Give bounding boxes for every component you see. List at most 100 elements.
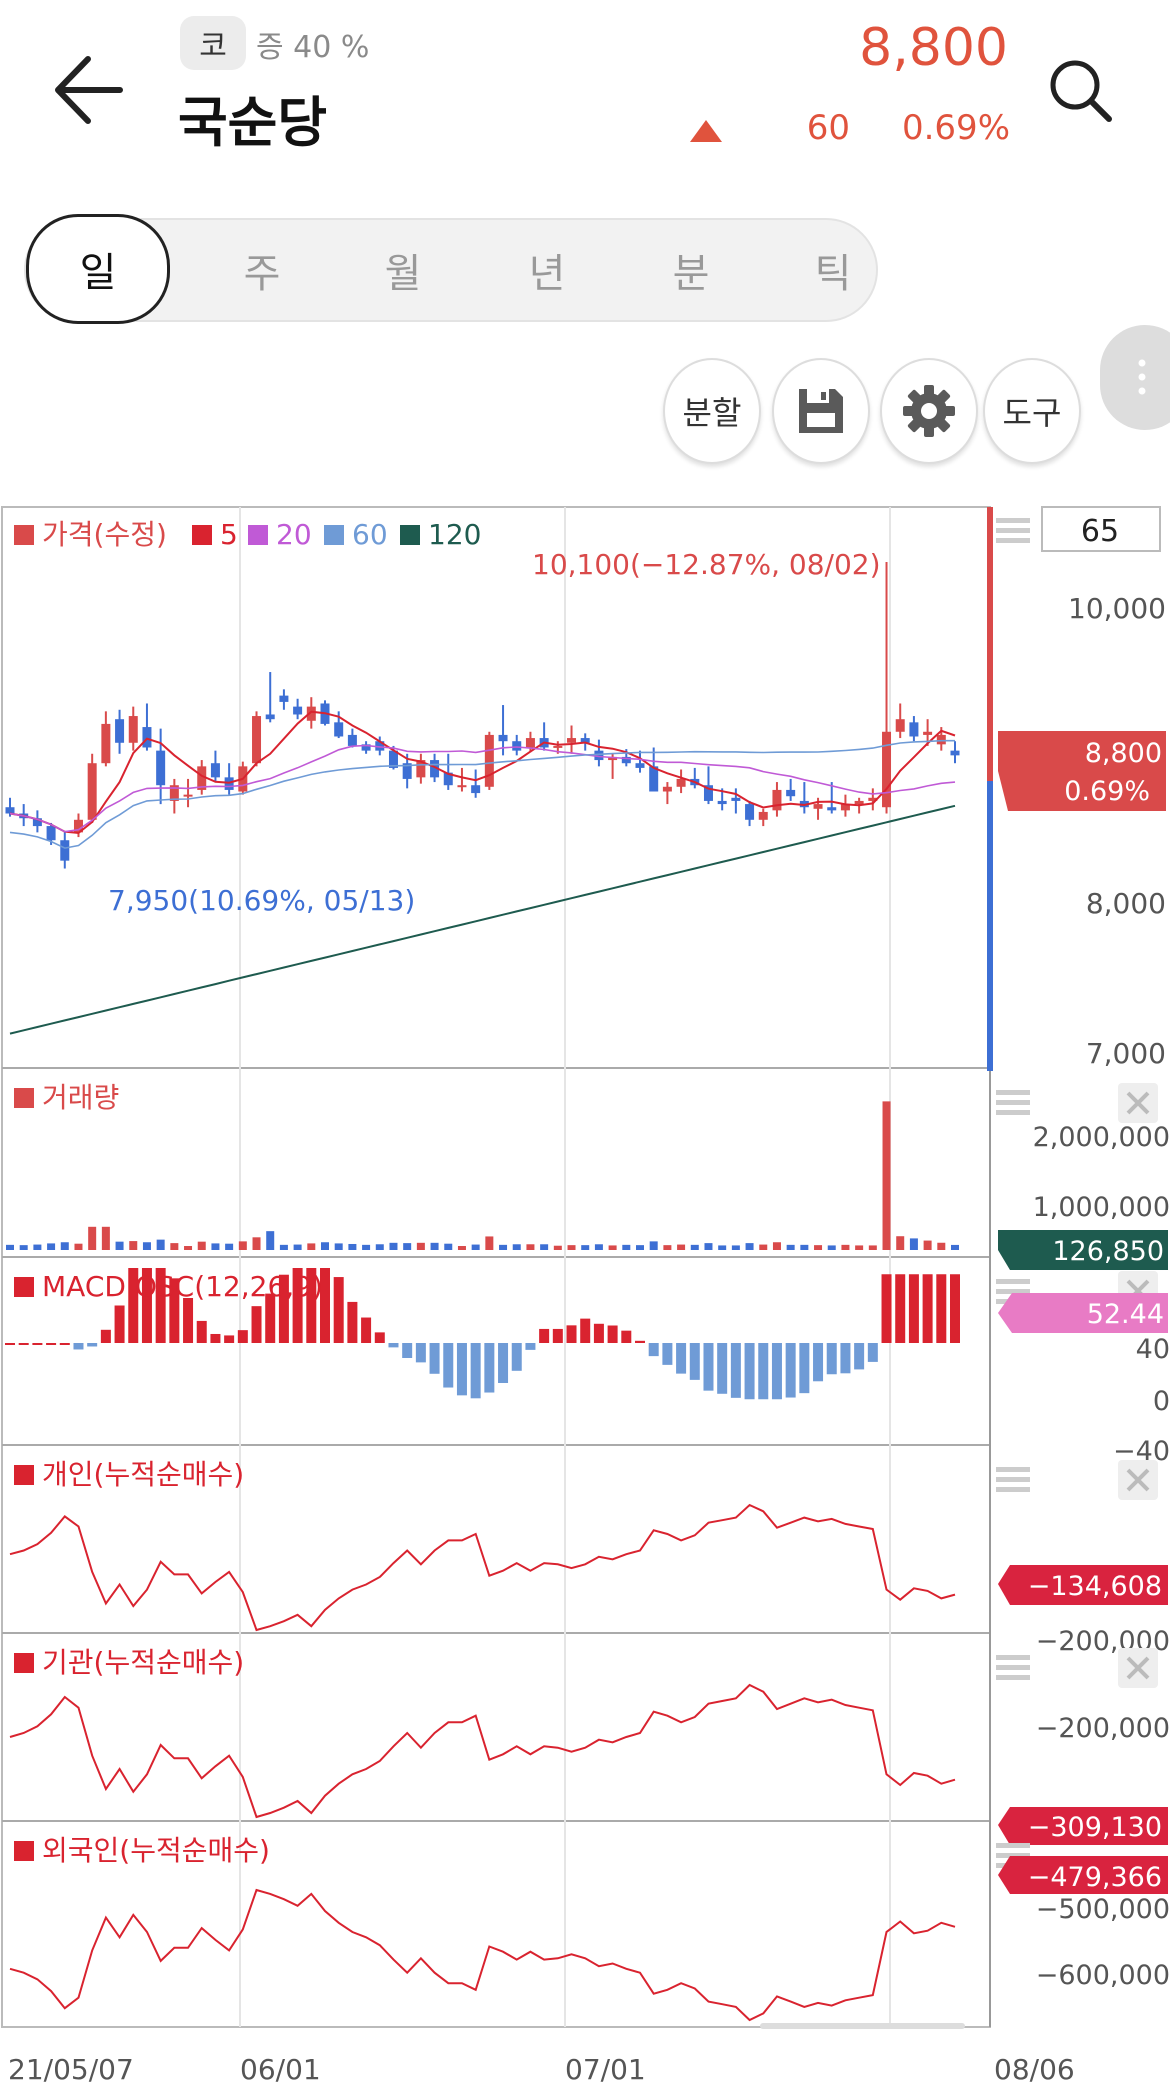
x-axis-label: 07/01 xyxy=(565,2053,646,2086)
volume-bar xyxy=(457,1246,466,1250)
candle-body xyxy=(512,741,522,751)
save-button[interactable] xyxy=(772,358,870,464)
tab-day[interactable]: 일 xyxy=(26,214,170,324)
candle-body xyxy=(594,750,604,761)
close-icon[interactable] xyxy=(1118,1083,1158,1123)
macd-bar xyxy=(593,1323,604,1343)
ma20-legend-label: 20 xyxy=(276,518,312,551)
volume-bar xyxy=(47,1243,56,1250)
back-arrow-icon[interactable] xyxy=(50,45,130,135)
price-change-pct: 0.69% xyxy=(901,108,1010,148)
macd-bar xyxy=(580,1318,591,1343)
tab-month[interactable]: 월 xyxy=(384,251,422,297)
volume-bar xyxy=(471,1244,480,1250)
volume-bar xyxy=(567,1245,576,1250)
volume-legend-label: 거래량 xyxy=(42,1081,119,1114)
volume-bar xyxy=(800,1244,809,1250)
volume-bar xyxy=(307,1243,316,1250)
up-triangle-icon xyxy=(690,120,722,142)
volume-bar xyxy=(293,1244,302,1250)
split-button[interactable]: 분할 xyxy=(663,358,761,464)
menu-lines-icon[interactable] xyxy=(996,518,1030,543)
ma60-line xyxy=(9,739,955,849)
volume-bar xyxy=(663,1245,672,1250)
volume-bar xyxy=(553,1245,562,1250)
foreign-axis-label: −500,000 xyxy=(1036,1894,1170,1925)
menu-lines-icon[interactable] xyxy=(996,1655,1030,1680)
macd-bar xyxy=(183,1298,194,1343)
volume-bar xyxy=(60,1242,69,1250)
macd-bar xyxy=(73,1343,84,1350)
macd-bar xyxy=(128,1268,139,1343)
menu-lines-icon[interactable] xyxy=(996,1467,1030,1492)
individual-current-value: −134,608 xyxy=(1028,1571,1162,1602)
volume-bar xyxy=(19,1245,28,1250)
volume-bar xyxy=(512,1244,521,1250)
volume-bar xyxy=(923,1240,932,1250)
candle-body xyxy=(87,763,97,820)
candle-body xyxy=(361,744,371,751)
candle-body xyxy=(46,826,56,841)
stock-chart[interactable]: 가격(수정) 5 20 60 120 10,100(−12.87%, 08/02… xyxy=(0,505,1170,2095)
volume-bar xyxy=(526,1244,535,1250)
search-icon[interactable] xyxy=(1045,55,1115,125)
current-price-tag xyxy=(998,731,1166,811)
candle-body xyxy=(813,804,823,809)
volume-bar xyxy=(170,1243,179,1250)
macd-bar xyxy=(320,1268,330,1343)
macd-bar xyxy=(237,1330,248,1343)
institution-current-value: −309,130 xyxy=(1028,1812,1162,1843)
ma120-line xyxy=(9,804,956,1035)
candle-body xyxy=(662,786,672,792)
menu-lines-icon[interactable] xyxy=(996,1090,1030,1115)
volume-bar xyxy=(786,1244,795,1250)
volume-bar xyxy=(252,1237,261,1250)
volume-bar xyxy=(731,1245,740,1250)
ma120-legend-label: 120 xyxy=(428,518,481,551)
candle-body xyxy=(210,763,220,778)
macd-bar xyxy=(799,1343,810,1394)
volume-bar xyxy=(594,1244,603,1250)
macd-bar xyxy=(771,1343,782,1400)
candle-body xyxy=(525,738,535,748)
candle-body xyxy=(786,789,796,797)
tab-year[interactable]: 년 xyxy=(528,251,566,297)
macd-current-value: 52.44 xyxy=(1087,1299,1164,1330)
macd-bar xyxy=(5,1343,15,1345)
macd-bar xyxy=(361,1317,372,1343)
tab-minute[interactable]: 분 xyxy=(672,251,710,297)
close-icon[interactable] xyxy=(1118,1460,1158,1500)
candle-body xyxy=(375,741,385,751)
volume-bar xyxy=(266,1231,275,1250)
volume-bar xyxy=(375,1244,384,1250)
candle-body xyxy=(731,797,741,801)
tab-week[interactable]: 주 xyxy=(243,251,281,297)
count-box[interactable] xyxy=(1041,506,1161,552)
macd-bar xyxy=(539,1328,550,1343)
candle-body xyxy=(197,766,207,790)
macd-bar xyxy=(46,1343,57,1345)
volume-bar xyxy=(677,1244,686,1250)
foreign-legend-label: 외국인(누적순매수) xyxy=(42,1834,270,1867)
candle-body xyxy=(293,706,303,715)
volume-bar xyxy=(321,1242,329,1250)
macd-bar xyxy=(114,1305,125,1343)
institution-axis-label: −200,000 xyxy=(1036,1713,1170,1744)
volume-bar xyxy=(6,1244,14,1250)
volume-bar xyxy=(745,1243,754,1250)
volume-bar xyxy=(430,1242,439,1250)
tab-tick[interactable]: 틱 xyxy=(814,251,852,297)
individual-flow-line xyxy=(9,1503,956,1632)
macd-bar xyxy=(374,1332,385,1343)
price-change: 60 xyxy=(806,108,850,148)
ma5-line xyxy=(9,710,956,835)
price-axis-label: 8,000 xyxy=(1086,887,1166,920)
floppy-disk-icon xyxy=(799,389,843,433)
settings-button[interactable] xyxy=(880,358,978,464)
close-icon[interactable] xyxy=(1118,1648,1158,1688)
more-menu-button[interactable] xyxy=(1100,325,1170,430)
macd-bar xyxy=(402,1343,413,1358)
macd-bar xyxy=(552,1328,563,1343)
tools-button[interactable]: 도구 xyxy=(983,358,1081,464)
macd-bar xyxy=(525,1343,536,1350)
